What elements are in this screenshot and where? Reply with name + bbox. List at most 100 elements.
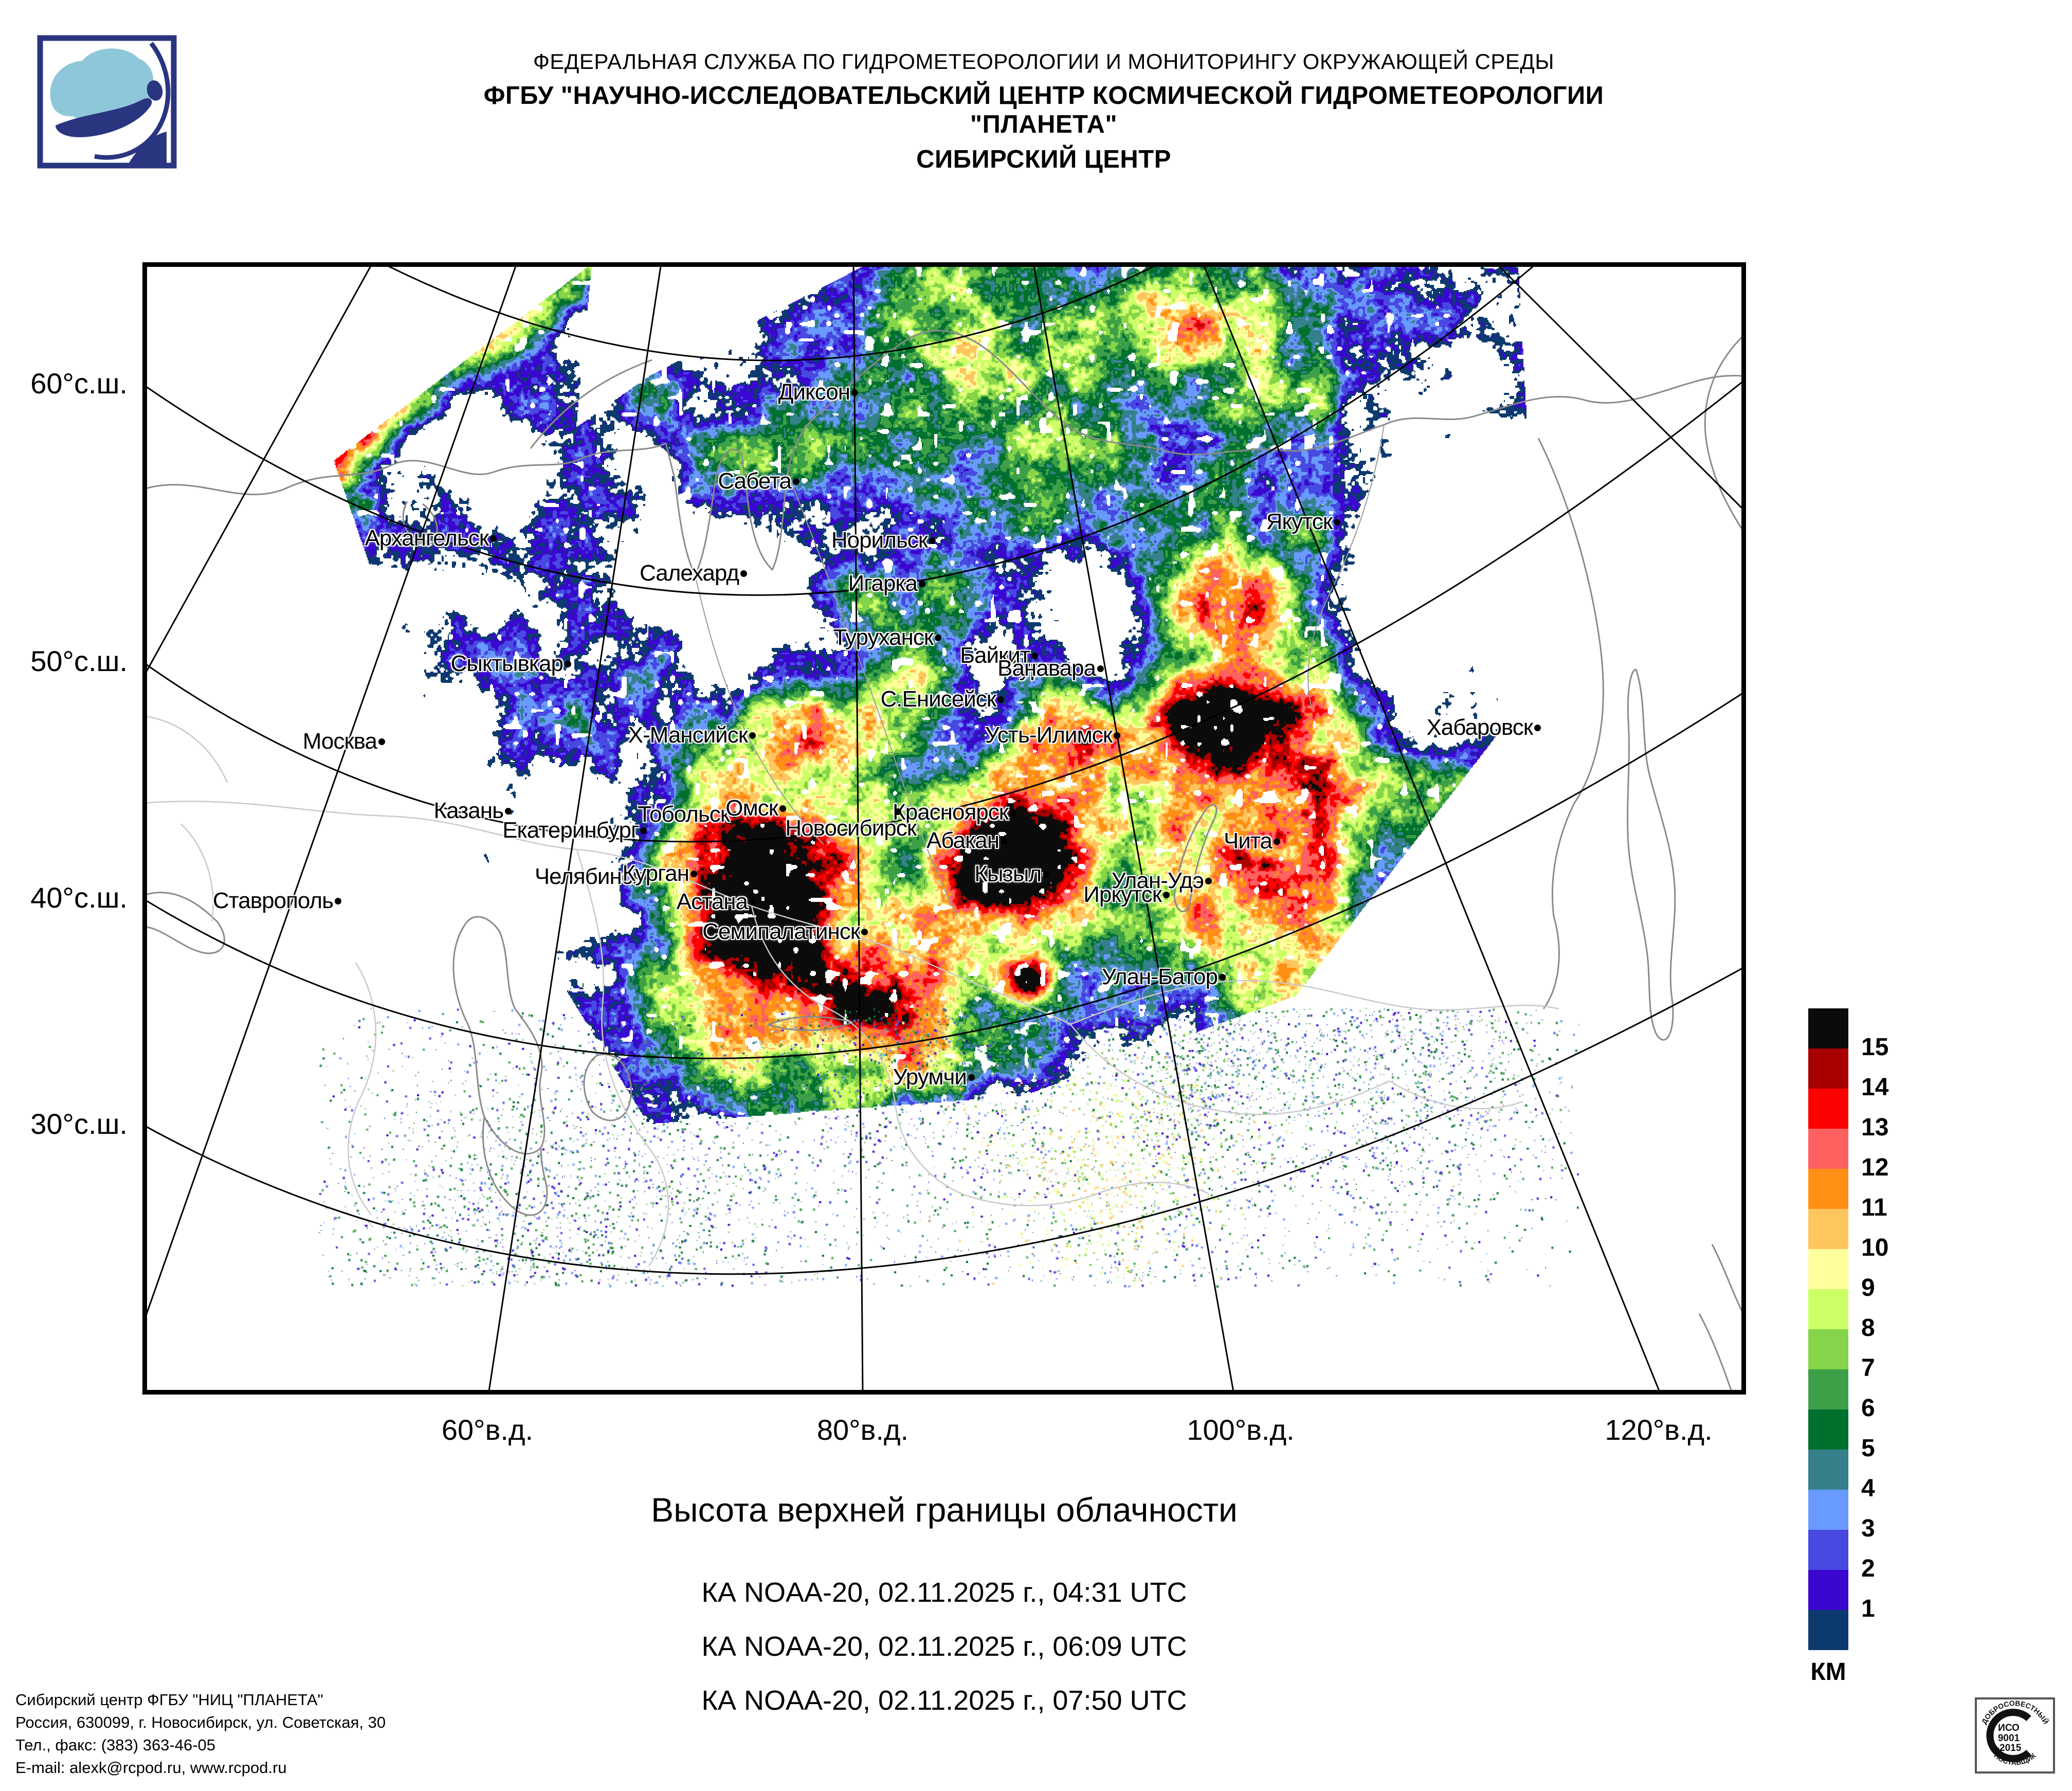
city-dot-Чита xyxy=(1274,838,1280,845)
white-sea-coast xyxy=(402,501,438,547)
city-dot-Якутск xyxy=(1334,519,1340,526)
city-label-Х-Мансийск: Х-Мансийск xyxy=(628,722,748,748)
city-dot-Казань xyxy=(505,808,512,815)
city-dot-Сабета xyxy=(793,478,799,485)
legend-value-1: 1 xyxy=(1861,1595,1875,1622)
rivers xyxy=(695,424,1385,917)
city-label-Екатеринбург: Екатеринбург xyxy=(502,818,639,843)
legend-band-1 xyxy=(1808,1048,1848,1089)
contact-line-2: Тел., факс: (383) 363-46-05 xyxy=(15,1736,216,1754)
meridian-140e xyxy=(1495,262,1746,513)
legend-value-15: 15 xyxy=(1861,1034,1889,1061)
org-name: ФЕДЕРАЛЬНАЯ СЛУЖБА ПО ГИДРОМЕТЕОРОЛОГИИ … xyxy=(533,49,1555,74)
city-dot-Новосибирск xyxy=(895,808,901,815)
city-dot-Иркутск xyxy=(1163,892,1170,898)
acquisition-line-2: КА NOAA-20, 02.11.2025 г., 07:50 UTC xyxy=(701,1685,1187,1716)
header: ФЕДЕРАЛЬНАЯ СЛУЖБА ПО ГИДРОМЕТЕОРОЛОГИИ … xyxy=(463,49,1625,174)
lena-river xyxy=(1307,424,1385,711)
legend-value-4: 4 xyxy=(1861,1475,1875,1502)
logo-orbit-icon xyxy=(94,42,171,160)
meridian-40e xyxy=(142,263,518,1326)
city-dot-Сыктывкар xyxy=(565,661,571,667)
legend-unit: КМ xyxy=(1810,1658,1846,1686)
logo-triangle-icon xyxy=(129,132,167,164)
meridian-60e xyxy=(487,263,662,1395)
city-label-Хабаровск: Хабаровск xyxy=(1426,715,1533,740)
legend-value-14: 14 xyxy=(1861,1074,1889,1101)
lat-label-1: 50°с.ш. xyxy=(30,645,128,677)
legend-band-7 xyxy=(1808,1289,1848,1329)
lat-label-3: 30°с.ш. xyxy=(30,1108,128,1140)
city-dot-Ставрополь xyxy=(335,898,341,904)
legend-band-2 xyxy=(1808,1089,1848,1129)
contact-line-3: E-mail: alexk@rcpod.ru, www.rcpod.ru xyxy=(15,1759,287,1777)
map-title: Высота верхней границы облачности xyxy=(651,1491,1238,1529)
meridian-west-1 xyxy=(142,263,373,679)
city-label-Улан-Батор: Улан-Батор xyxy=(1101,964,1218,989)
city-dot-Абакан xyxy=(1001,838,1007,844)
city-label-Астана: Астана xyxy=(676,889,748,914)
city-label-Архангельск: Архангельск xyxy=(365,526,489,551)
iso-center-line2: 9001 xyxy=(1998,1733,2020,1744)
lat-label-0: 60°с.ш. xyxy=(30,367,128,400)
city-label-С.Енисейск: С.Енисейск xyxy=(880,686,996,712)
city-dot-Урумчи xyxy=(968,1074,975,1081)
city-dot-Челябинск xyxy=(643,874,650,880)
legend-band-14 xyxy=(1808,1570,1848,1610)
city-label-Байкит: Байкит xyxy=(960,643,1030,668)
legend-value-10: 10 xyxy=(1861,1234,1889,1261)
balkhash-coast xyxy=(766,1016,855,1032)
city-dot-Курган xyxy=(690,871,697,877)
meridian-120e xyxy=(1202,263,1662,1395)
city-label-Ставрополь: Ставрополь xyxy=(212,888,334,913)
city-dot-Кызыл xyxy=(1043,871,1049,878)
city-label-Абакан: Абакан xyxy=(926,828,999,853)
city-label-Иркутск: Иркутск xyxy=(1083,882,1162,907)
city-dot-Салехард xyxy=(740,570,747,577)
city-label-Тура: Тура xyxy=(1007,656,1055,681)
legend-value-12: 12 xyxy=(1861,1154,1889,1181)
map-basemap xyxy=(142,262,1746,1395)
city-label-Омск: Омск xyxy=(725,795,778,821)
city-label-Усть-Илимск: Усть-Илимск xyxy=(985,722,1113,748)
lon-label-2: 100°в.д. xyxy=(1187,1414,1295,1446)
city-dot-Архангельск xyxy=(490,535,497,542)
city-dot-Норильск xyxy=(929,537,936,544)
city-dot-Диксон xyxy=(851,389,858,396)
contact-line-1: Россия, 630099, г. Новосибирск, ул. Сове… xyxy=(15,1713,386,1731)
legend-value-6: 6 xyxy=(1861,1395,1875,1422)
ob-river xyxy=(695,574,824,845)
city-dot-Игарка xyxy=(919,581,925,587)
logo-cloud-icon xyxy=(50,48,154,120)
legend-band-5 xyxy=(1808,1209,1848,1249)
lon-label-0: 60°в.д. xyxy=(441,1414,534,1446)
city-dot-Улан-Удэ xyxy=(1205,878,1212,884)
legend-value-11: 11 xyxy=(1861,1194,1887,1221)
legend-band-8 xyxy=(1808,1329,1848,1369)
legend-band-13 xyxy=(1808,1530,1848,1570)
city-dot-Екатеринбург xyxy=(640,827,647,834)
legend-band-11 xyxy=(1808,1450,1848,1490)
admin-borders xyxy=(142,715,1559,1267)
legend-band-0 xyxy=(1808,1008,1848,1048)
iso-9001-badge: ДОБРОСОВЕСТНЫЙ ПОСТАВЩИК ИСО 9001 -2015 xyxy=(1975,1697,2055,1774)
meridian-100e xyxy=(1032,263,1235,1395)
lon-label-3: 120°в.д. xyxy=(1605,1414,1713,1446)
city-dot-Семипалатинск xyxy=(861,929,868,935)
city-label-Игарка: Игарка xyxy=(848,571,918,596)
parallel-50n xyxy=(142,378,1746,843)
legend-value-7: 7 xyxy=(1861,1354,1875,1382)
city-dot-Красноярск xyxy=(1010,809,1016,816)
yenisei-river xyxy=(787,472,958,917)
city-dot-Х-Мансийск xyxy=(749,732,756,739)
cloud-height-raster xyxy=(147,266,1742,1390)
caspian-coast xyxy=(452,916,548,1216)
logo-satellite-icon xyxy=(147,80,163,101)
legend-value-9: 9 xyxy=(1861,1274,1875,1301)
legend-colorbar xyxy=(1808,1008,1848,1650)
city-label-Сыктывкар: Сыктывкар xyxy=(450,651,564,676)
legend-band-9 xyxy=(1808,1369,1848,1409)
sakhalin-coast xyxy=(1627,668,1676,1041)
legend-band-6 xyxy=(1808,1249,1848,1289)
city-label-Якутск: Якутск xyxy=(1266,509,1333,534)
